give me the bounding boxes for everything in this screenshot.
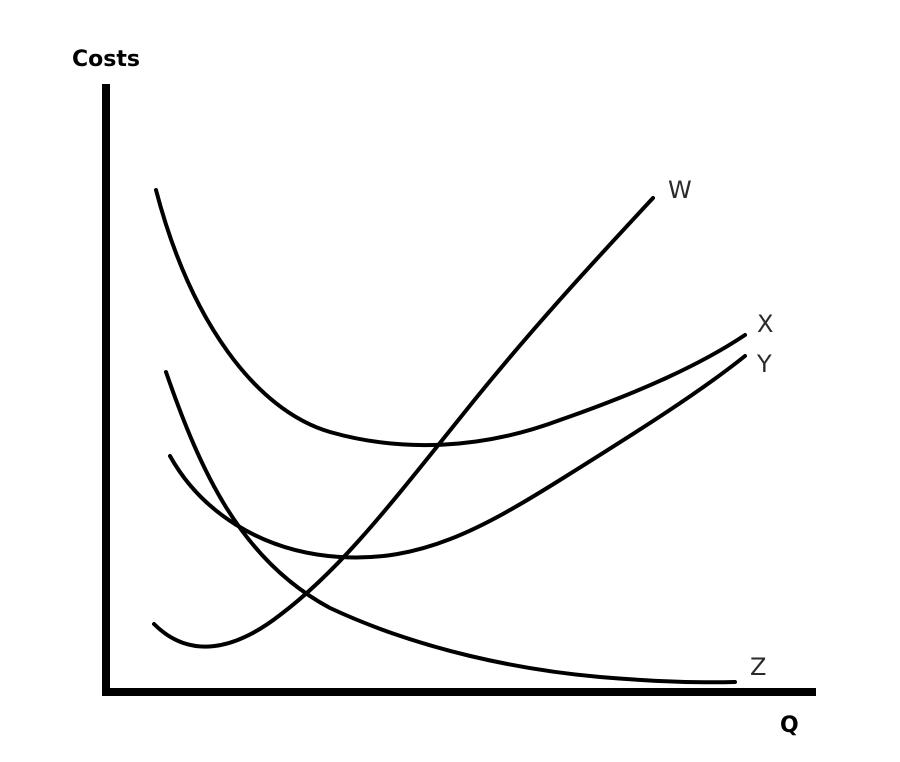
- curve-x: [154, 188, 747, 448]
- curve-y-label: Y: [756, 350, 772, 378]
- curve-z-label: Z: [750, 653, 766, 681]
- curve-w: [152, 196, 655, 649]
- curve-w-label: W: [668, 176, 692, 204]
- curve-z: [164, 370, 737, 685]
- y-axis-title: Costs: [72, 47, 140, 72]
- x-axis-title: Q: [780, 713, 799, 738]
- curve-x-label: X: [757, 310, 773, 338]
